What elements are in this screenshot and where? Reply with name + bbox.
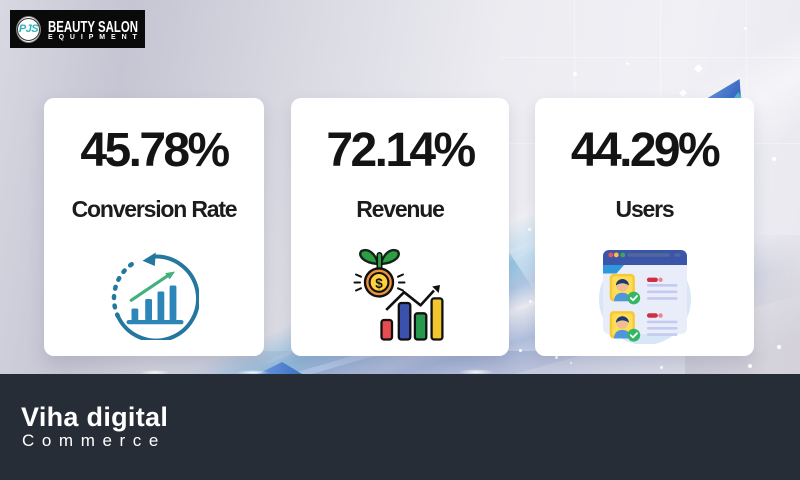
svg-text:$: $ xyxy=(375,276,383,291)
